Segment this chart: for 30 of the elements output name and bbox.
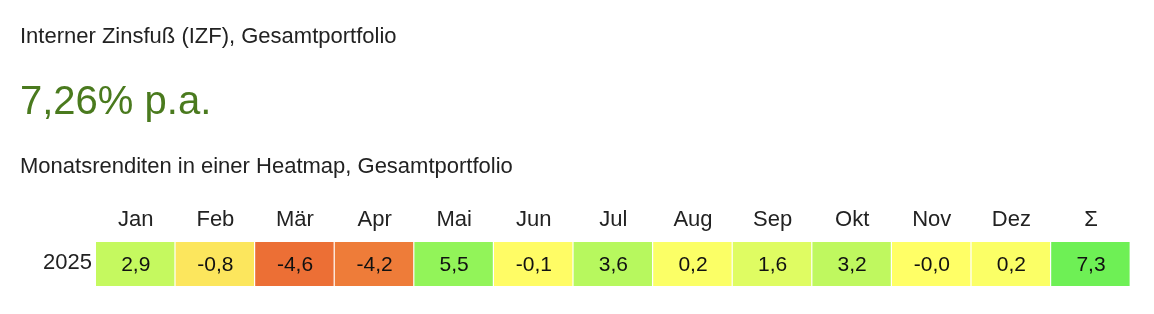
x-tick-label: Σ (1084, 206, 1098, 231)
chart-subtitle: Monatsrenditen in einer Heatmap, Gesamtportfolio (20, 153, 513, 178)
data-label: 3,6 (598, 252, 628, 275)
x-tick-label: Apr (357, 206, 392, 231)
x-tick-label: Feb (196, 206, 235, 231)
data-label: -0,0 (913, 252, 950, 275)
data-label: -0,8 (197, 252, 234, 275)
data-label: 7,3 (1076, 252, 1106, 275)
x-tick-label: Nov (912, 206, 952, 231)
data-label: 2,9 (121, 252, 151, 275)
data-label: 1,6 (758, 252, 788, 275)
y-tick-label: 2025 (43, 249, 92, 274)
x-tick-label: Dez (991, 206, 1031, 231)
x-tick-label: Okt (835, 206, 870, 231)
x-tick-label: Jul (599, 206, 628, 231)
data-label: -4,6 (276, 252, 314, 275)
x-tick-label: Jan (118, 206, 154, 231)
x-tick-label: Sep (753, 206, 793, 231)
data-label: 3,2 (837, 252, 867, 275)
chart-title: Interner Zinsfuß (IZF), Gesamtportfolio (20, 23, 397, 48)
x-tick-label: Mär (276, 206, 314, 231)
x-tick-label: Aug (673, 206, 713, 231)
x-tick-label: Mai (436, 206, 472, 231)
text: 7,26% p.a. (20, 78, 212, 122)
data-label: -0,1 (515, 252, 552, 275)
data-label: 0,2 (678, 252, 708, 275)
data-label: 0,2 (996, 252, 1026, 275)
data-label: 5,5 (439, 252, 469, 275)
x-tick-label: Jun (516, 206, 552, 231)
data-label: -4,2 (356, 252, 393, 275)
